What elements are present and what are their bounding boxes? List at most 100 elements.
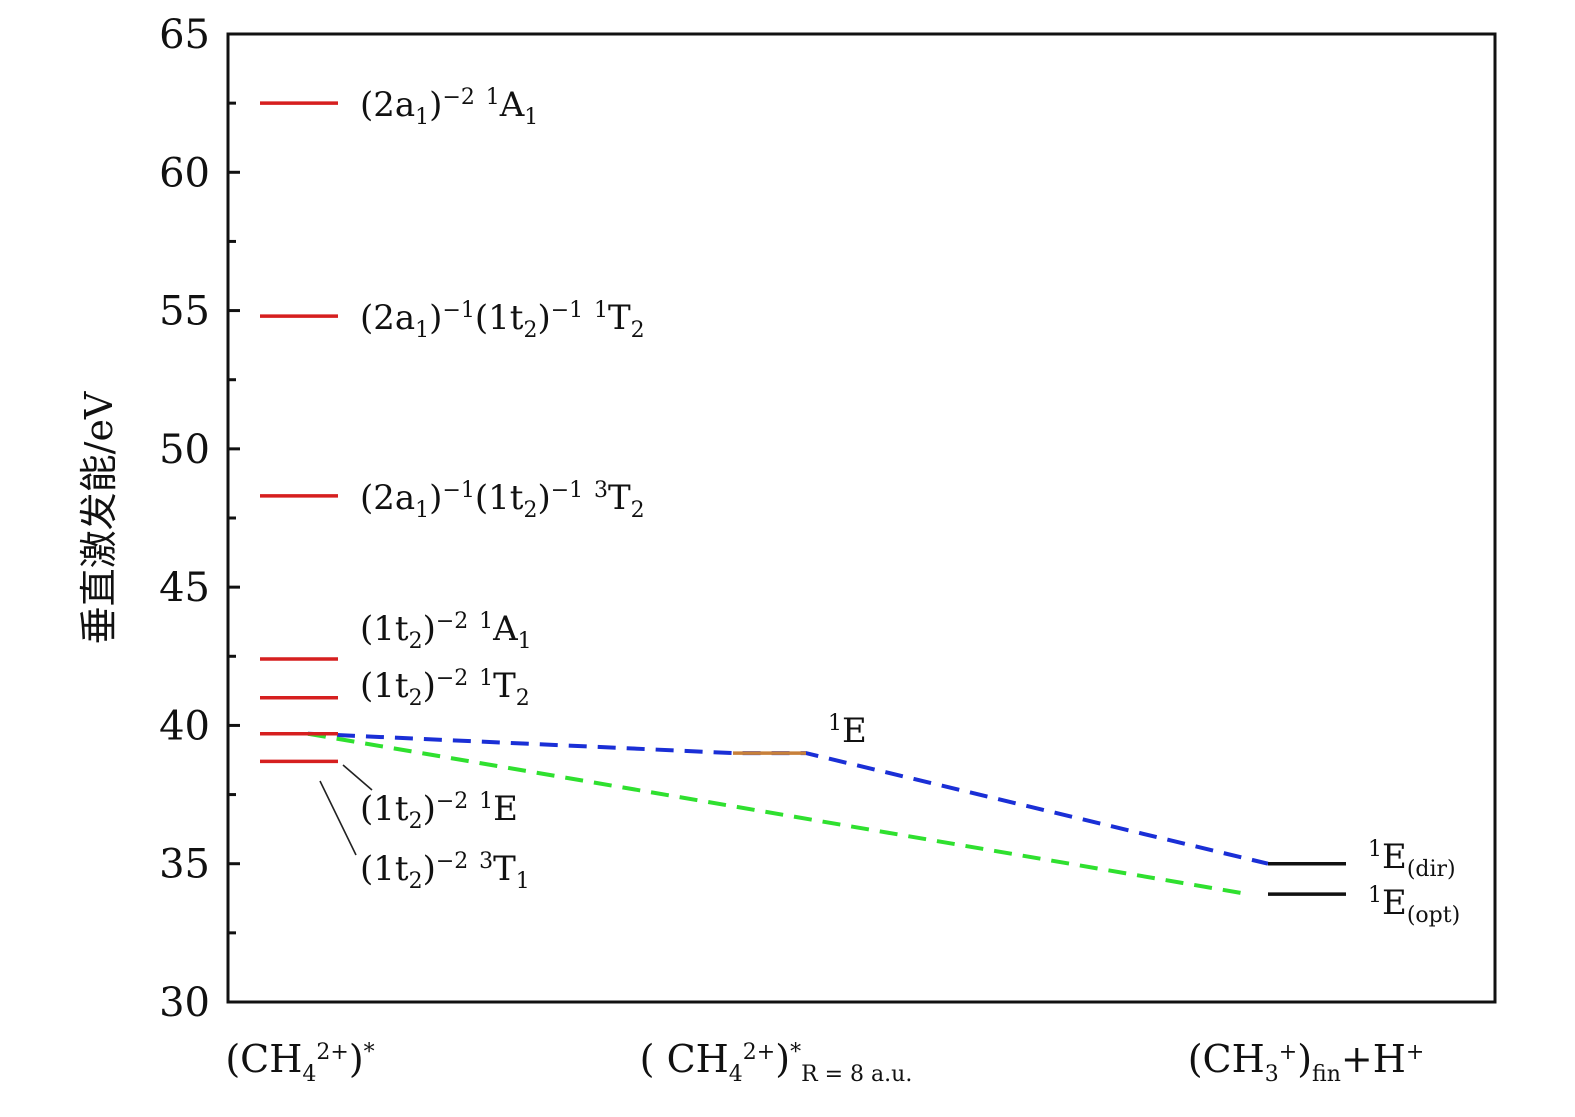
y-tick-label: 45 <box>159 565 210 611</box>
level-label-lv-R8-1E: 1E <box>828 711 867 751</box>
level-label-lv-2a1-1t2-1T2: (2a1)−1(1t2)−1 1T2 <box>360 298 645 343</box>
label-part: A <box>492 609 518 649</box>
label-part: E <box>842 711 867 751</box>
category-part: + <box>1279 1040 1297 1065</box>
label-part: (1t <box>360 849 409 889</box>
category-label-c0: (CH42+)* <box>225 1037 374 1087</box>
label-part: −2 <box>436 849 468 874</box>
label-part: 2 <box>523 498 537 523</box>
label-part: (1t <box>475 298 524 338</box>
label-part: 1 <box>479 789 493 814</box>
label-part: 1 <box>479 609 493 634</box>
label-part: −1 <box>442 298 474 323</box>
label-part: −2 <box>436 609 468 634</box>
category-label-c1: ( CH42+)*R = 8 a.u. <box>640 1037 913 1087</box>
label-part: ) <box>429 85 442 125</box>
category-part: 4 <box>302 1062 316 1087</box>
label-part: E <box>1382 837 1407 877</box>
category-part: ) <box>1297 1037 1312 1081</box>
label-part: ) <box>423 849 436 889</box>
category-part: ) <box>349 1037 364 1081</box>
category-part: (CH <box>1188 1037 1265 1081</box>
connector-path-optical <box>307 731 1249 897</box>
label-part <box>468 849 479 889</box>
y-tick-label: 50 <box>159 427 210 473</box>
label-part: 2 <box>523 318 537 343</box>
label-part: ) <box>429 298 442 338</box>
label-part: 1 <box>828 711 842 736</box>
label-part: E <box>1382 883 1407 923</box>
label-part: (2a <box>360 85 415 125</box>
label-part: ) <box>537 478 550 518</box>
label-part: ) <box>423 789 436 829</box>
label-part: 2 <box>409 686 423 711</box>
label-part: 1 <box>415 498 429 523</box>
y-tick-label: 60 <box>159 150 210 196</box>
y-tick-label: 65 <box>159 12 210 58</box>
y-tick-label: 40 <box>159 703 210 749</box>
label-part <box>475 85 486 125</box>
label-part: (1t <box>475 478 524 518</box>
level-label-lv-fin-1E-opt: 1E(opt) <box>1368 883 1460 928</box>
label-part: 3 <box>594 478 608 503</box>
label-part: 1 <box>415 318 429 343</box>
label-part <box>468 609 479 649</box>
level-label-lv-fin-1E-dir: 1E(dir) <box>1368 837 1456 882</box>
category-part: (CH <box>225 1037 302 1081</box>
label-part: ) <box>537 298 550 338</box>
label-part: (dir) <box>1407 857 1456 882</box>
label-part: −2 <box>436 789 468 814</box>
category-label-c2: (CH3+)fin+H+ <box>1188 1037 1425 1087</box>
label-part: T <box>608 298 631 338</box>
label-part <box>583 478 594 518</box>
label-part: 1 <box>479 666 493 691</box>
category-part: fin <box>1312 1062 1341 1087</box>
label-part: 1 <box>518 629 532 654</box>
label-part: T <box>493 666 516 706</box>
level-label-lv-1t2-3T1: (1t2)−2 3T1 <box>360 849 530 894</box>
level-label-lv-2a1-1t2-3T2: (2a1)−1(1t2)−1 3T2 <box>360 478 645 523</box>
label-part: (1t <box>360 666 409 706</box>
level-label-lv-1t2-1E: (1t2)−2 1E <box>360 789 518 834</box>
label-part: 2 <box>409 629 423 654</box>
label-part: −2 <box>436 666 468 691</box>
label-part <box>583 298 594 338</box>
label-part: 2 <box>409 809 423 834</box>
label-part: 1 <box>415 105 429 130</box>
level-label-lv-1t2-1T2: (1t2)−2 1T2 <box>360 666 530 711</box>
level-label-lv-2a1-m2-1A1: (2a1)−2 1A1 <box>360 85 538 130</box>
level-label-lv-1t2-1A1: (1t2)−2 1A1 <box>360 609 532 654</box>
label-part: −2 <box>442 85 474 110</box>
label-part: T <box>608 478 631 518</box>
category-part: ( CH <box>640 1037 729 1081</box>
y-axis-label: 垂直激发能/eV <box>77 391 121 644</box>
label-part: 1 <box>524 105 538 130</box>
connector-path-direct <box>307 731 1269 866</box>
label-part: (1t <box>360 789 409 829</box>
label-part <box>468 666 479 706</box>
label-part: 1 <box>1368 883 1382 908</box>
label-part: −1 <box>551 478 583 503</box>
category-part: ) <box>775 1037 790 1081</box>
label-part: 1 <box>516 869 530 894</box>
category-part: 3 <box>1265 1062 1279 1087</box>
label-part: 2 <box>409 869 423 894</box>
label-part: 2 <box>516 686 530 711</box>
label-part: ) <box>423 666 436 706</box>
label-part: (2a <box>360 298 415 338</box>
label-part: 2 <box>631 318 645 343</box>
label-part: 1 <box>1368 837 1382 862</box>
label-part: ) <box>429 478 442 518</box>
y-tick-label: 35 <box>159 842 210 888</box>
category-part: * <box>790 1040 801 1065</box>
label-part: (2a <box>360 478 415 518</box>
category-part: + <box>1406 1040 1424 1065</box>
label-part: −1 <box>442 478 474 503</box>
label-part: (1t <box>360 609 409 649</box>
category-part: R = 8 a.u. <box>801 1062 912 1087</box>
label-part: −1 <box>551 298 583 323</box>
category-part: 4 <box>729 1062 743 1087</box>
label-part: A <box>499 85 525 125</box>
